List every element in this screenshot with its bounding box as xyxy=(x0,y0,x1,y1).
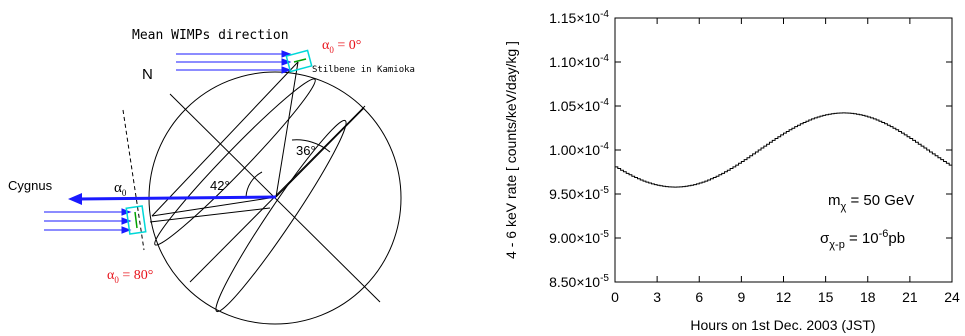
y-tick-label: 9.50×10-5 xyxy=(549,185,609,202)
detector-box-top xyxy=(285,49,313,73)
x-tick-label: 18 xyxy=(860,289,876,305)
dashed-vertical-line xyxy=(122,109,145,251)
x-tick-label: 21 xyxy=(902,289,918,305)
north-label: N xyxy=(142,66,153,83)
mass-annotation: mχ = 50 GeV xyxy=(828,192,914,213)
alpha0-mid-label: α0 xyxy=(114,180,127,198)
x-tick-label: 15 xyxy=(818,289,834,305)
x-tick-label: 3 xyxy=(653,289,661,305)
y-tick-label: 1.10×10-4 xyxy=(549,53,609,70)
y-tick-label: 8.50×10-5 xyxy=(549,273,609,290)
alpha0-bottom-label: α0 = 80° xyxy=(107,268,153,285)
cygnus-arrow xyxy=(68,193,277,205)
y-axis-title: 4 - 6 keV rate [ counts/keV/day/kg ] xyxy=(503,41,519,259)
x-tick-label: 0 xyxy=(611,289,619,305)
cross-axis-line xyxy=(189,105,366,283)
angle-arc-42 xyxy=(245,171,263,198)
cross-section-annotation: σχ-p = 10-6pb xyxy=(820,228,905,251)
ray-line-2 xyxy=(151,196,277,217)
great-circle-ellipse-1 xyxy=(154,78,316,246)
y-tick-label: 9.00×10-5 xyxy=(549,229,609,246)
rate-curve xyxy=(615,112,953,188)
alpha0-top-label: α0 = 0° xyxy=(322,38,361,55)
x-axis-ticks: 0 3 6 9 12 15 18 21 24 xyxy=(611,18,960,305)
x-tick-label: 9 xyxy=(737,289,745,305)
y-tick-label: 1.05×10-4 xyxy=(549,97,609,114)
mean-wimps-label: Mean WIMPs direction xyxy=(132,28,289,43)
stilbene-label: Stilbene in Kamioka xyxy=(312,65,415,75)
y-axis-ticks: 1.15×10-4 1.10×10-4 1.05×10-4 1.00×10-4 9.50… xyxy=(549,9,952,290)
angle-arc-36 xyxy=(291,139,331,153)
y-tick-label: 1.15×10-4 xyxy=(549,9,609,26)
angle-36-label: 36° xyxy=(296,143,316,158)
geometry-diagram xyxy=(122,61,402,325)
detector-box-bottom xyxy=(125,205,147,235)
ray-line-4 xyxy=(275,61,299,198)
y-tick-label: 1.00×10-4 xyxy=(549,141,609,158)
great-circle-ellipse-2 xyxy=(215,119,347,313)
ray-line-5 xyxy=(275,107,365,198)
rate-chart: 1.15×10-4 1.10×10-4 1.05×10-4 1.00×10-4 9.50… xyxy=(503,9,960,333)
cygnus-label: Cygnus xyxy=(8,178,53,193)
x-tick-label: 6 xyxy=(695,289,703,305)
x-tick-label: 24 xyxy=(944,289,960,305)
x-axis-title: Hours on 1st Dec. 2003 (JST) xyxy=(690,317,875,333)
ray-line-1 xyxy=(151,61,299,217)
top-wimp-arrows xyxy=(176,50,292,74)
angle-42-label: 42° xyxy=(210,178,230,193)
ray-line-3 xyxy=(149,207,271,223)
bottom-wimp-arrows xyxy=(44,208,132,234)
x-tick-label: 12 xyxy=(776,289,792,305)
